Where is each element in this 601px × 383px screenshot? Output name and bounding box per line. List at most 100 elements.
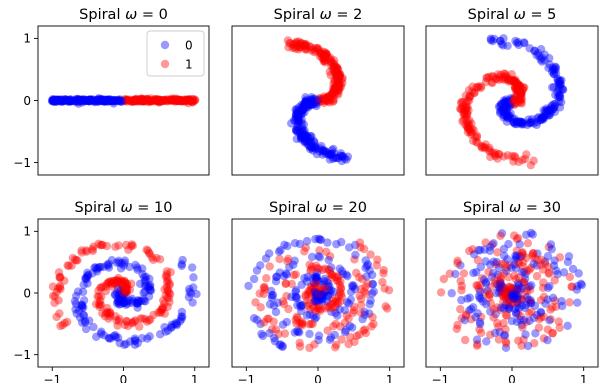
point-class-0 [506, 288, 515, 297]
point-class-1 [174, 96, 183, 105]
point-class-0 [512, 117, 522, 126]
point-class-0 [302, 95, 311, 104]
point-class-1 [539, 312, 548, 321]
point-class-0 [60, 96, 69, 105]
point-class-0 [97, 327, 106, 336]
point-class-0 [489, 257, 498, 266]
point-class-1 [96, 283, 106, 292]
point-class-0 [278, 341, 287, 351]
point-class-0 [310, 138, 319, 147]
point-class-0 [536, 115, 545, 125]
point-class-0 [523, 120, 532, 130]
point-class-0 [318, 280, 327, 290]
point-class-0 [66, 95, 75, 104]
point-class-0 [481, 277, 491, 287]
point-class-1 [319, 55, 328, 64]
point-class-1 [320, 96, 330, 105]
point-class-1 [184, 95, 193, 104]
point-class-0 [554, 97, 564, 106]
point-class-0 [555, 79, 564, 89]
point-class-1 [333, 299, 343, 308]
point-class-1 [494, 75, 504, 85]
point-class-1 [334, 75, 344, 84]
point-class-1 [151, 95, 161, 104]
point-class-0 [282, 270, 291, 279]
point-class-0 [481, 257, 490, 266]
point-class-0 [320, 146, 329, 155]
y-tick-label: 1 [23, 225, 31, 239]
point-class-0 [345, 321, 355, 331]
point-class-0 [542, 104, 551, 113]
point-class-0 [517, 252, 526, 261]
point-class-0 [513, 37, 523, 47]
point-class-1 [137, 95, 146, 104]
point-class-0 [553, 74, 562, 84]
point-class-0 [96, 96, 106, 106]
point-class-0 [297, 100, 306, 110]
point-class-0 [503, 113, 512, 123]
title-omega: ω [509, 200, 521, 216]
point-class-1 [289, 40, 298, 49]
point-class-0 [365, 266, 374, 275]
point-class-1 [522, 253, 531, 263]
point-class-1 [97, 240, 106, 250]
point-class-0 [510, 255, 520, 265]
point-class-0 [66, 97, 75, 106]
point-class-0 [298, 106, 307, 115]
point-class-1 [510, 100, 519, 110]
point-class-1 [463, 124, 473, 133]
point-class-1 [327, 270, 336, 279]
point-class-1 [121, 283, 131, 292]
point-class-1 [50, 292, 60, 301]
point-class-1 [138, 94, 147, 104]
point-class-1 [93, 292, 102, 301]
point-class-1 [306, 46, 316, 55]
point-class-1 [136, 97, 145, 106]
point-class-1 [324, 53, 333, 63]
point-class-0 [511, 251, 520, 261]
point-class-0 [551, 90, 560, 99]
point-class-0 [131, 260, 140, 270]
point-class-0 [483, 286, 492, 295]
point-class-0 [103, 95, 113, 105]
point-class-0 [532, 261, 542, 270]
point-class-1 [320, 48, 329, 57]
point-class-0 [529, 259, 538, 268]
point-class-0 [252, 266, 262, 275]
point-class-0 [74, 95, 83, 105]
point-class-0 [497, 287, 507, 296]
point-class-1 [516, 294, 525, 303]
point-class-1 [514, 273, 523, 282]
point-class-1 [336, 284, 345, 294]
point-class-1 [122, 317, 132, 326]
point-class-0 [320, 274, 329, 284]
point-class-0 [293, 126, 302, 136]
point-class-0 [106, 96, 115, 105]
point-class-0 [526, 118, 535, 128]
point-class-0 [447, 289, 456, 298]
point-class-1 [491, 151, 500, 161]
point-class-1 [105, 312, 115, 321]
point-class-1 [508, 76, 517, 85]
point-class-1 [295, 42, 305, 51]
point-class-1 [311, 288, 320, 298]
point-class-0 [67, 96, 77, 105]
point-class-1 [154, 97, 164, 106]
point-class-1 [461, 99, 471, 108]
point-class-1 [333, 81, 342, 91]
point-class-0 [141, 275, 150, 285]
point-class-1 [459, 115, 468, 125]
point-class-0 [326, 150, 336, 159]
point-class-1 [128, 318, 137, 327]
point-class-1 [502, 290, 511, 299]
point-class-0 [79, 296, 89, 305]
point-class-0 [308, 97, 317, 106]
point-class-1 [158, 95, 168, 105]
point-class-1 [546, 314, 555, 324]
point-class-1 [461, 91, 471, 100]
point-class-0 [548, 65, 558, 75]
point-class-1 [463, 96, 472, 106]
point-class-1 [185, 95, 194, 104]
point-class-0 [72, 309, 81, 318]
point-class-1 [334, 291, 343, 301]
